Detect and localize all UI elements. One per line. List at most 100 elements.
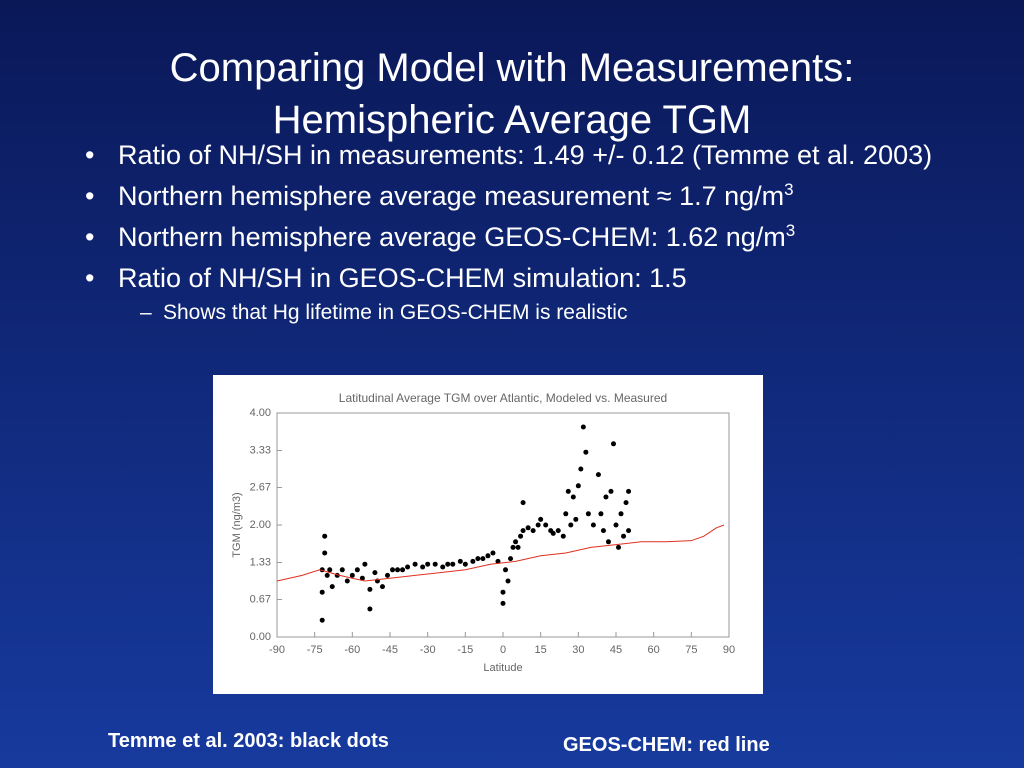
sub-bullet: – Shows that Hg lifetime in GEOS-CHEM is … (140, 300, 978, 326)
data-point (598, 511, 604, 517)
data-point (513, 539, 519, 545)
x-tick-label: -45 (382, 644, 398, 656)
data-point (550, 530, 556, 536)
y-tick-label: 0.67 (250, 593, 271, 605)
data-point (520, 500, 526, 506)
data-point (329, 584, 335, 590)
data-point (518, 533, 524, 539)
data-point (495, 558, 501, 564)
data-point (450, 561, 456, 567)
data-point (457, 558, 463, 564)
data-point (610, 441, 616, 447)
data-point (530, 528, 536, 534)
data-point (412, 561, 418, 567)
x-tick-label: 75 (685, 644, 697, 656)
x-tick-label: 90 (723, 644, 735, 656)
data-point (626, 488, 632, 494)
data-point (480, 556, 486, 562)
superscript: 3 (785, 221, 796, 240)
data-point (372, 570, 378, 576)
x-tick-label: 45 (610, 644, 622, 656)
chart-background (213, 375, 763, 694)
data-point (603, 494, 609, 500)
bullet-dot: • (85, 222, 95, 252)
data-point (575, 483, 581, 489)
data-point (362, 561, 368, 567)
chart-title: Latitudinal Average TGM over Atlantic, M… (339, 391, 667, 405)
data-point (605, 539, 611, 545)
data-point (500, 600, 506, 606)
data-point (470, 558, 476, 564)
y-tick-label: 2.67 (250, 481, 271, 493)
bullet-dot: • (85, 140, 95, 170)
data-point (505, 578, 511, 584)
data-point (319, 617, 325, 623)
data-point (379, 584, 385, 590)
caption: GEOS-CHEM: red line (563, 734, 770, 756)
data-point (349, 572, 355, 578)
x-tick-label: 30 (572, 644, 584, 656)
data-point (538, 516, 544, 522)
x-tick-label: -60 (344, 644, 360, 656)
data-point (618, 511, 624, 517)
data-point (583, 449, 589, 455)
data-point (626, 528, 632, 534)
data-point (573, 516, 579, 522)
data-point (508, 556, 514, 562)
data-point (327, 567, 333, 573)
data-point (503, 567, 509, 573)
slide-title: Comparing Model with Measurements: (169, 46, 855, 90)
sub-bullet-text: Shows that Hg lifetime in GEOS-CHEM is r… (163, 301, 628, 324)
y-axis-label: TGM (ng/m3) (231, 492, 243, 557)
data-point (570, 494, 576, 500)
data-point (555, 528, 561, 534)
x-tick-label: 15 (535, 644, 547, 656)
data-point (568, 522, 574, 528)
data-point (500, 589, 506, 595)
bullet-text: Ratio of NH/SH in measurements: 1.49 +/-… (118, 140, 933, 170)
data-point (390, 567, 396, 573)
data-point (585, 511, 591, 517)
data-point (621, 533, 627, 539)
data-point (425, 561, 431, 567)
bullet-dot: • (85, 181, 95, 211)
x-tick-label: -15 (457, 644, 473, 656)
bullet-text: Northern hemisphere average measurement … (118, 181, 785, 211)
data-point (563, 511, 569, 517)
x-tick-label: -75 (307, 644, 323, 656)
data-point (322, 550, 328, 556)
y-tick-label: 1.33 (250, 556, 271, 568)
bullet: • Ratio of NH/SH in measurements: 1.49 +/… (85, 140, 978, 171)
data-point (367, 586, 373, 592)
data-point (324, 572, 330, 578)
data-point (322, 533, 328, 539)
x-tick-label: -90 (269, 644, 285, 656)
data-point (475, 556, 481, 562)
bullet-list: • Ratio of NH/SH in measurements: 1.49 +/… (85, 140, 978, 326)
data-point (613, 522, 619, 528)
model-line (276, 524, 725, 582)
data-point (462, 561, 468, 567)
data-point (420, 564, 426, 570)
y-tick-label: 3.33 (250, 444, 271, 456)
data-point (623, 500, 629, 506)
chart: Latitudinal Average TGM over Atlantic, M… (213, 375, 763, 694)
data-point (595, 472, 601, 478)
data-point (485, 553, 491, 559)
data-point (354, 567, 360, 573)
bullet-text: Northern hemisphere average GEOS-CHEM: 1… (118, 222, 786, 252)
y-tick-label: 4.00 (250, 407, 271, 419)
data-point (600, 528, 606, 534)
x-axis-label: Latitude (483, 662, 522, 674)
y-tick-label: 2.00 (250, 519, 271, 531)
data-point (565, 488, 571, 494)
y-tick-label: 0.00 (250, 631, 271, 643)
data-point (520, 528, 526, 534)
data-point (384, 572, 390, 578)
x-tick-label: 60 (648, 644, 660, 656)
data-point (344, 578, 350, 584)
superscript: 3 (784, 180, 794, 199)
data-point (440, 564, 446, 570)
data-point (578, 466, 584, 472)
